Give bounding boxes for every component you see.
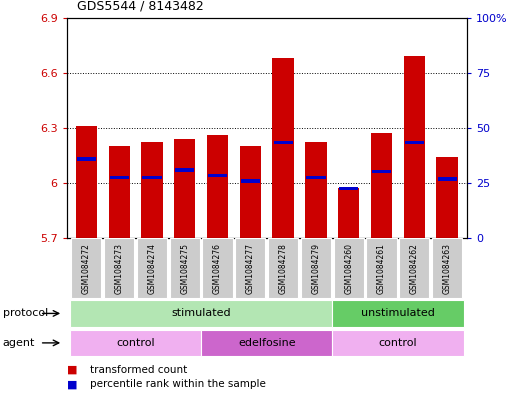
Text: ■: ■ xyxy=(67,365,81,375)
Text: transformed count: transformed count xyxy=(90,365,187,375)
Text: stimulated: stimulated xyxy=(171,309,231,318)
Bar xyxy=(70,300,332,327)
Bar xyxy=(109,146,130,238)
Text: percentile rank within the sample: percentile rank within the sample xyxy=(90,379,266,389)
Bar xyxy=(174,139,195,238)
Bar xyxy=(110,176,129,179)
Text: protocol: protocol xyxy=(3,309,48,318)
Text: edelfosine: edelfosine xyxy=(238,338,295,348)
Text: ■: ■ xyxy=(67,379,81,389)
Text: GSM1084272: GSM1084272 xyxy=(82,243,91,294)
Bar xyxy=(372,170,391,173)
Bar xyxy=(371,133,392,238)
Text: GSM1084261: GSM1084261 xyxy=(377,243,386,294)
Bar xyxy=(141,142,163,238)
Bar xyxy=(404,56,425,238)
Text: control: control xyxy=(379,338,417,348)
Text: GSM1084263: GSM1084263 xyxy=(443,243,451,294)
Bar xyxy=(305,142,327,238)
Bar xyxy=(399,239,429,298)
Bar xyxy=(77,157,96,161)
Bar xyxy=(273,141,293,144)
Bar xyxy=(306,176,326,179)
Bar xyxy=(70,330,201,356)
Bar xyxy=(339,187,359,190)
Bar xyxy=(366,239,397,298)
Bar xyxy=(438,177,457,181)
Text: GSM1084273: GSM1084273 xyxy=(115,243,124,294)
Bar xyxy=(437,157,458,238)
Bar xyxy=(175,168,194,172)
Bar xyxy=(332,330,464,356)
Bar xyxy=(137,239,167,298)
Text: GSM1084275: GSM1084275 xyxy=(180,243,189,294)
Bar xyxy=(203,239,233,298)
Text: GSM1084279: GSM1084279 xyxy=(311,243,321,294)
Bar xyxy=(170,239,200,298)
Bar xyxy=(268,239,298,298)
Text: unstimulated: unstimulated xyxy=(361,309,435,318)
Bar xyxy=(338,188,360,238)
Text: GSM1084274: GSM1084274 xyxy=(147,243,156,294)
Text: GDS5544 / 8143482: GDS5544 / 8143482 xyxy=(77,0,204,13)
Text: agent: agent xyxy=(3,338,35,348)
Text: GSM1084260: GSM1084260 xyxy=(344,243,353,294)
Bar xyxy=(207,135,228,238)
Bar xyxy=(104,239,134,298)
Bar xyxy=(301,239,331,298)
Bar xyxy=(76,126,97,238)
Bar xyxy=(333,239,364,298)
Bar xyxy=(240,146,261,238)
Bar xyxy=(143,176,162,179)
Bar xyxy=(208,174,227,177)
Text: control: control xyxy=(116,338,155,348)
Bar xyxy=(241,179,260,183)
Bar xyxy=(332,300,464,327)
Text: GSM1084278: GSM1084278 xyxy=(279,243,288,294)
Bar xyxy=(235,239,265,298)
Bar xyxy=(432,239,462,298)
Bar xyxy=(272,58,294,238)
Text: GSM1084262: GSM1084262 xyxy=(410,243,419,294)
Text: GSM1084277: GSM1084277 xyxy=(246,243,255,294)
Text: GSM1084276: GSM1084276 xyxy=(213,243,222,294)
Bar xyxy=(71,239,102,298)
Bar xyxy=(201,330,332,356)
Bar xyxy=(405,141,424,144)
